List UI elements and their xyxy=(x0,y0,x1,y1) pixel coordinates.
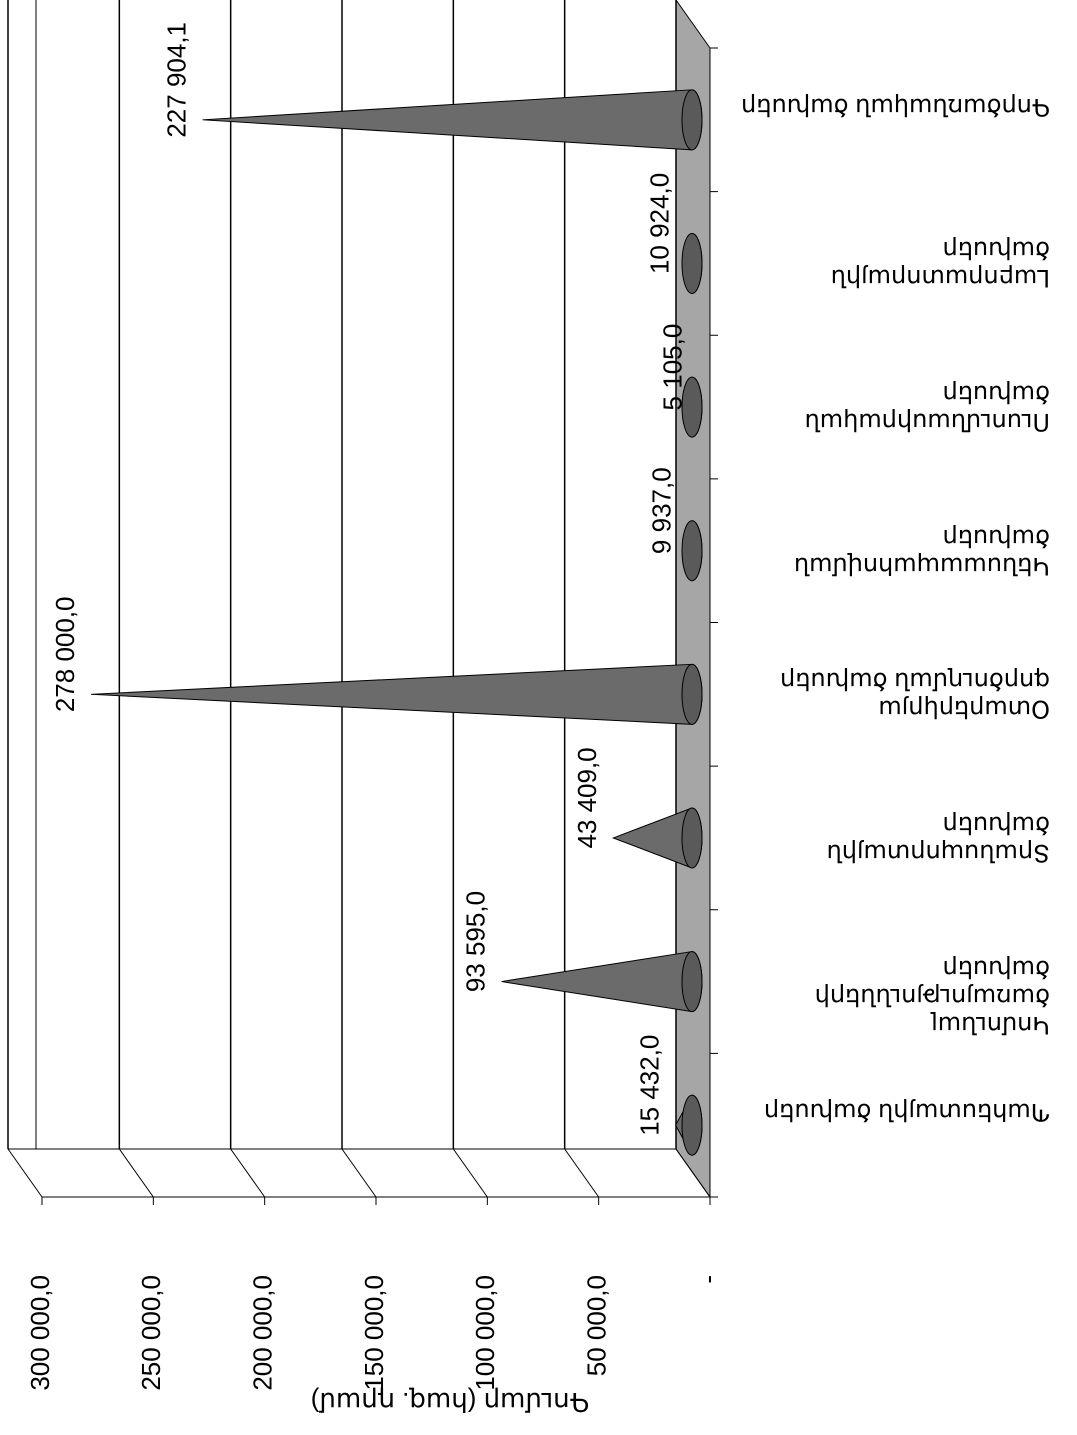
x-tick-label: Տրանսպորտային ծախսեր xyxy=(826,810,1050,866)
value-label: 227 904,1 xyxy=(161,22,191,138)
value-label: 10 924,0 xyxy=(645,173,675,274)
value-label: 93 595,0 xyxy=(460,891,490,992)
x-tick-label: Կոմունալ ծառայությունների ծախսեր xyxy=(814,954,1050,1038)
x-tick-label: Ուսումնասիրական ծախսեր xyxy=(804,380,1050,436)
cone xyxy=(90,663,703,725)
x-tick-label: Գործառնական ծախսեր xyxy=(741,92,1050,120)
floor xyxy=(675,0,711,1199)
grid-line xyxy=(452,1148,488,1198)
grid-line xyxy=(341,1148,377,1198)
x-tick-label: Օտարերկրյա գործուղման ծախսեր xyxy=(780,667,1050,723)
grid-line xyxy=(675,1148,711,1198)
value-label: 9 937,0 xyxy=(647,467,677,554)
grid-line xyxy=(230,1148,266,1198)
y-tick-label: 300 000,0 xyxy=(25,1275,55,1391)
value-label: 15 432,0 xyxy=(635,1035,665,1136)
x-tick-label: Կենսաապահովման ծախսեր xyxy=(793,523,1050,579)
cone-base xyxy=(681,232,703,294)
y-tick-label: 100 000,0 xyxy=(470,1275,500,1391)
cone-base xyxy=(681,520,703,582)
grid-line xyxy=(7,1148,43,1198)
grid-line xyxy=(118,1148,154,1198)
cone xyxy=(501,951,703,1013)
value-label: 278 000,0 xyxy=(50,596,80,712)
x-tick-label: Լաբորատորային ծախսեր xyxy=(830,236,1050,292)
cone xyxy=(202,89,703,151)
y-tick-label: 150 000,0 xyxy=(359,1275,389,1391)
y-tick-label: 200 000,0 xyxy=(248,1275,278,1391)
y-tick-label: - xyxy=(693,1275,723,1284)
grid-line xyxy=(564,1148,600,1198)
cone-base xyxy=(681,663,703,725)
cone-base xyxy=(681,89,703,151)
cone-base xyxy=(681,376,703,438)
axis-title: Գումար (հազ. դրամ) xyxy=(311,1387,589,1417)
value-label: 5 105,0 xyxy=(658,324,688,411)
y-tick-label: 50 000,0 xyxy=(582,1275,612,1376)
cone-base xyxy=(681,807,703,869)
x-tick-label: Պահեստային ծախսեր xyxy=(763,1098,1050,1126)
y-tick-label: 250 000,0 xyxy=(136,1275,166,1391)
cone-base xyxy=(681,1094,703,1156)
cone-base xyxy=(681,951,703,1013)
value-label: 43 409,0 xyxy=(572,747,602,848)
